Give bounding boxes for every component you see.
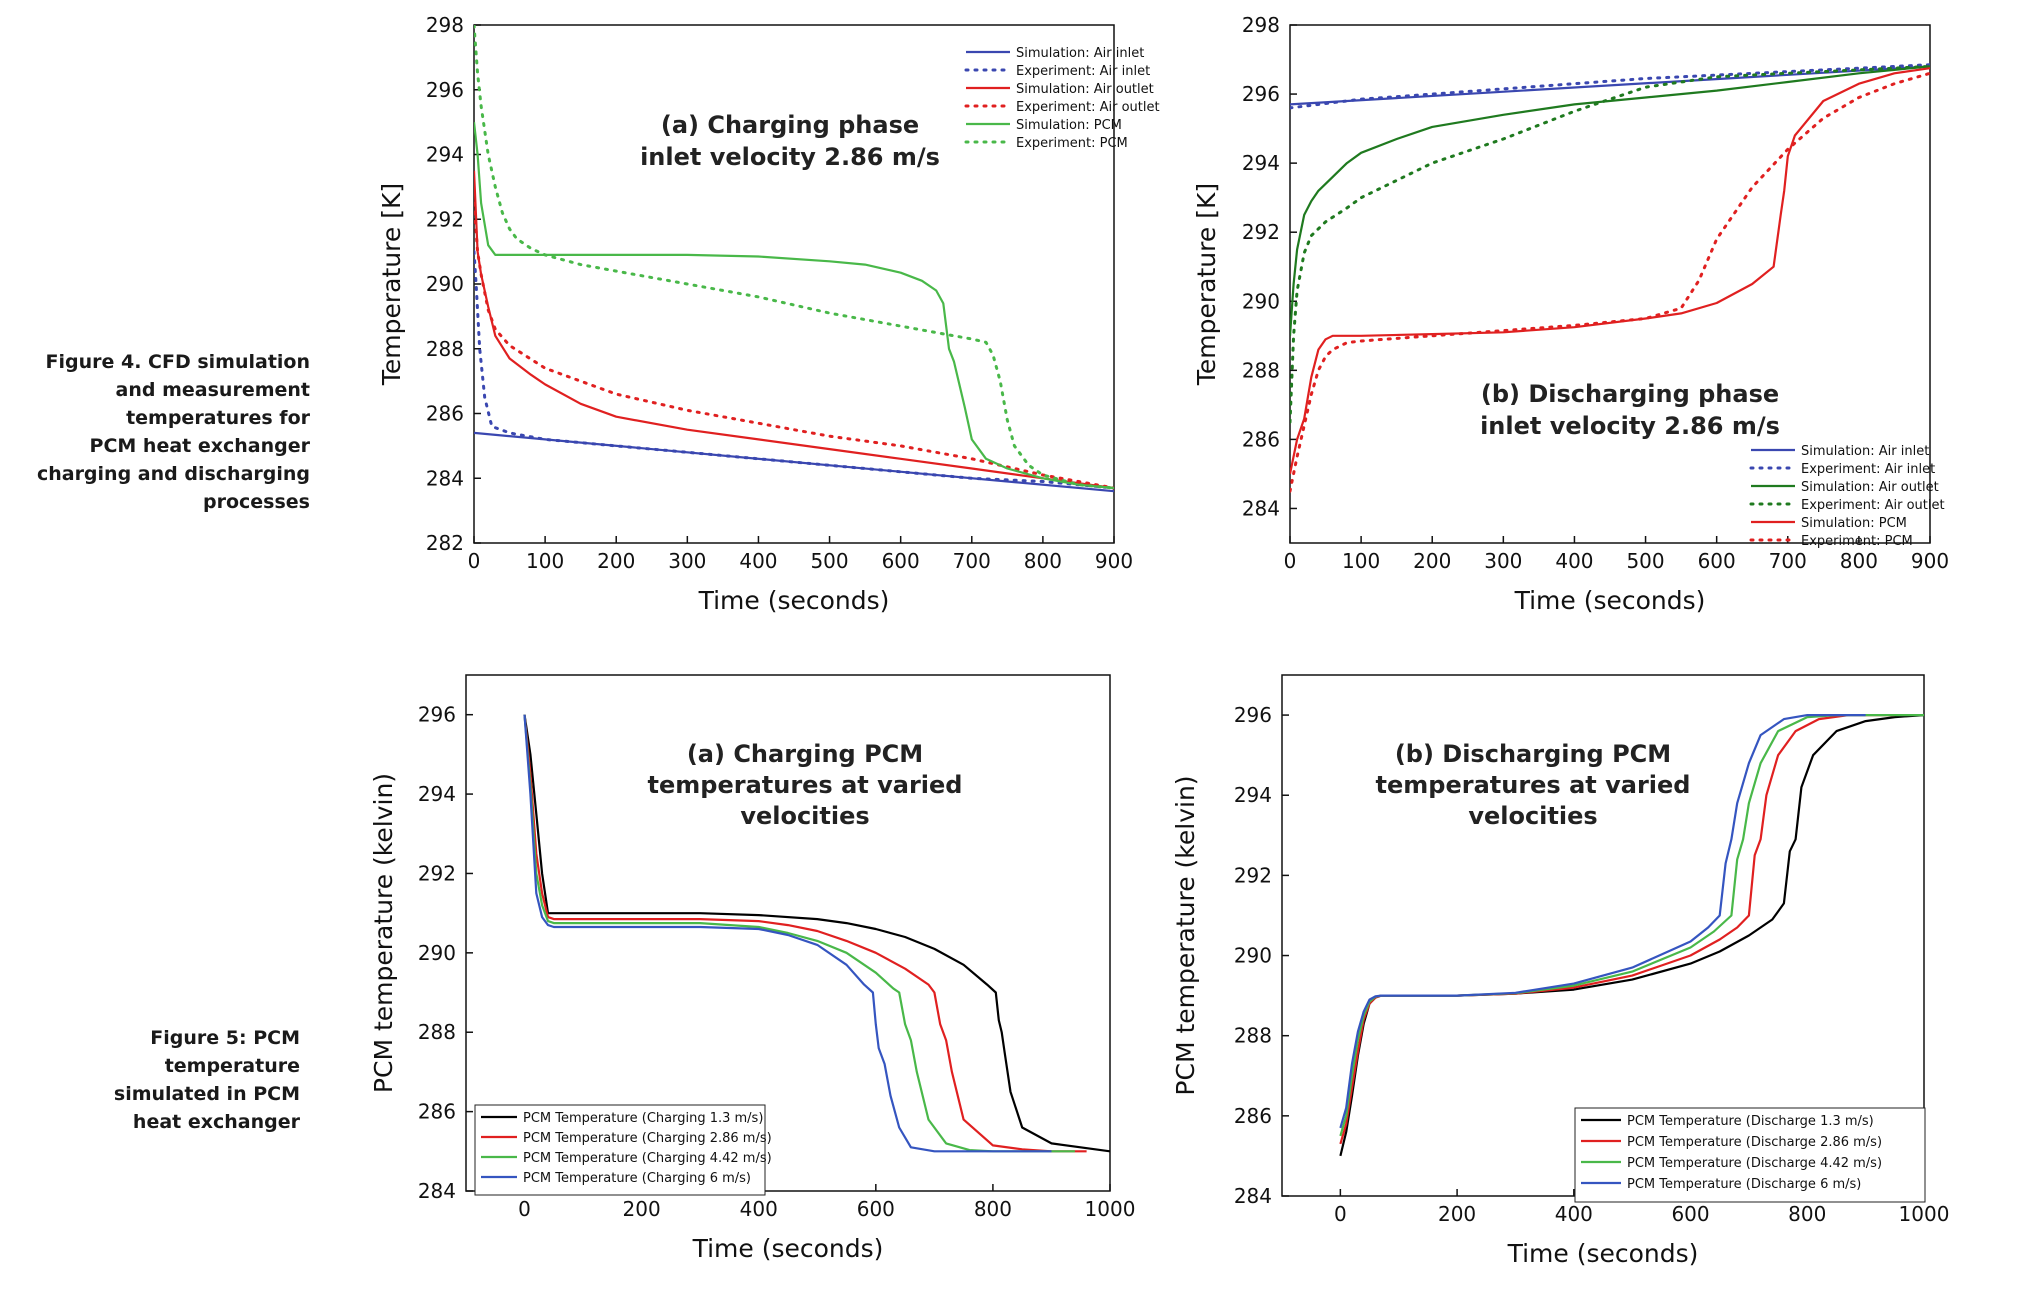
figure5-caption-line: Figure 5: PCM — [150, 1027, 300, 1049]
x-tick-label: 600 — [882, 549, 920, 573]
figure5-caption: Figure 5: PCM temperature simulated in PCM… — [40, 1024, 300, 1136]
series-line — [474, 170, 1114, 490]
legend-label: Experiment: PCM — [1016, 136, 1128, 151]
legend-label: Simulation: Air inlet — [1016, 46, 1144, 61]
y-tick-label: 282 — [426, 531, 464, 555]
y-tick-label: 298 — [426, 13, 464, 37]
y-tick-label: 288 — [426, 337, 464, 361]
figure4-caption-line: processes — [203, 491, 310, 513]
figure4-caption-line: Figure 4. CFD simulation — [45, 351, 310, 373]
figure5-caption-line: heat exchanger — [132, 1111, 300, 1133]
legend-label: Simulation: PCM — [1016, 118, 1122, 133]
series-line — [474, 431, 1114, 493]
legend-label: Experiment: Air outlet — [1016, 100, 1160, 115]
x-axis-label: Time (seconds) — [698, 586, 890, 615]
y-tick-label: 290 — [426, 272, 464, 296]
figure4-caption-line: charging and discharging — [36, 463, 310, 485]
x-tick-label: 400 — [739, 549, 777, 573]
chart-annotation: (a) Charging phase — [661, 111, 919, 139]
legend-label: Simulation: Air outlet — [1016, 82, 1154, 97]
y-tick-label: 292 — [426, 207, 464, 231]
series-line — [474, 121, 1114, 490]
figure5-caption-line: simulated in PCM — [113, 1083, 300, 1105]
figure4-caption: Figure 4. CFD simulation and measurement t… — [30, 348, 310, 516]
figure4-caption-line: and measurement — [115, 379, 310, 401]
y-axis-label: Temperature [K] — [377, 183, 406, 386]
series-line — [474, 201, 1114, 490]
x-tick-label: 200 — [597, 549, 635, 573]
x-tick-label: 700 — [953, 549, 991, 573]
figure4-caption-line: temperatures for — [126, 407, 310, 429]
y-tick-label: 286 — [426, 402, 464, 426]
x-tick-label: 0 — [468, 549, 481, 573]
x-tick-label: 900 — [1095, 549, 1133, 573]
figure4-caption-line: PCM heat exchanger — [89, 435, 310, 457]
legend-label: Experiment: Air inlet — [1016, 64, 1150, 79]
figure5-caption-line: temperature — [164, 1055, 300, 1077]
chart-annotation: inlet velocity 2.86 m/s — [640, 143, 940, 171]
series-line — [474, 25, 1114, 490]
y-tick-label: 296 — [426, 78, 464, 102]
x-tick-label: 300 — [668, 549, 706, 573]
y-tick-label: 294 — [426, 143, 464, 167]
x-tick-label: 100 — [526, 549, 564, 573]
x-tick-label: 500 — [810, 549, 848, 573]
x-tick-label: 800 — [1024, 549, 1062, 573]
y-tick-label: 284 — [426, 466, 464, 490]
